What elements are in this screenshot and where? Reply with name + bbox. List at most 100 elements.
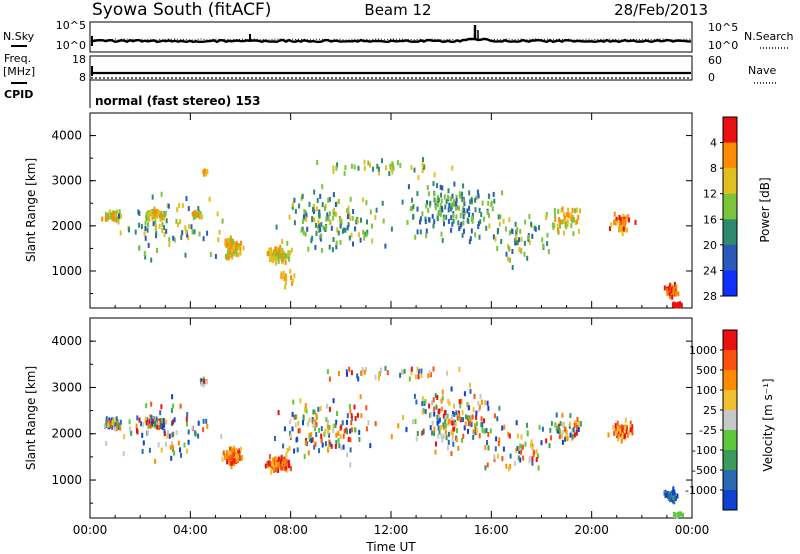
power-data-point	[168, 242, 171, 248]
vel-data-point	[291, 426, 294, 432]
power-data-point	[290, 247, 293, 253]
vel-data-point	[607, 432, 610, 438]
power-data-point	[365, 200, 368, 206]
vel-data-point	[454, 422, 457, 427]
vel-data-point	[440, 425, 442, 431]
power-data-point	[335, 211, 338, 217]
vel-data-point	[299, 398, 302, 404]
power-data-point	[433, 172, 436, 178]
vel-data-point	[161, 421, 164, 427]
power-data-point	[284, 280, 287, 286]
power-data-point	[528, 239, 531, 245]
power-data-point	[454, 201, 457, 206]
vel-data-point	[274, 456, 277, 462]
vel-data-point	[314, 419, 317, 425]
power-data-point	[401, 199, 404, 205]
vel-data-point	[308, 417, 311, 423]
vel-data-point	[424, 409, 427, 414]
power-data-point	[291, 204, 294, 210]
vel-data-point	[159, 410, 162, 416]
vel-data-point	[537, 465, 540, 471]
power-data-point	[391, 169, 394, 175]
vel-data-point	[569, 421, 572, 427]
power-data-point	[572, 231, 575, 237]
vel-data-point	[310, 432, 313, 438]
power-data-point	[332, 169, 335, 175]
velocity-x-ticks: 00:00 04:00 08:00 12:00 16:00 20:00 00:00	[73, 318, 709, 537]
vel-data-point	[335, 419, 338, 425]
power-data-point	[316, 197, 319, 203]
vel-data-point	[524, 441, 527, 447]
vel-data-point	[531, 456, 534, 462]
vel-data-point	[267, 460, 270, 466]
vel-data-point	[447, 445, 449, 451]
vel-data-point	[508, 466, 510, 472]
vel-data-point	[444, 429, 447, 435]
power-data-point	[288, 214, 291, 220]
vel-data-point	[319, 406, 322, 411]
vel-data-point	[481, 426, 484, 432]
power-data-point	[413, 167, 416, 173]
power-data-point	[523, 251, 526, 257]
power-data-point	[138, 245, 140, 251]
vel-data-point	[114, 426, 116, 432]
vel-data-point	[273, 466, 276, 472]
power-data-point	[227, 237, 230, 243]
power-data-point	[147, 211, 149, 216]
power-data-point	[344, 227, 347, 233]
vel-data-point	[450, 430, 453, 436]
vel-data-point	[378, 372, 380, 378]
vel-data-point	[270, 469, 273, 475]
vel-data-point	[177, 440, 180, 446]
vel-data-point	[441, 437, 444, 443]
power-data-point	[445, 199, 448, 205]
power-data-point	[332, 215, 335, 221]
power-data-point	[307, 246, 310, 252]
vel-data-point	[440, 398, 443, 404]
vel-data-point	[577, 426, 580, 432]
vel-data-point	[346, 452, 349, 458]
power-data-point	[432, 181, 435, 187]
power-data-point	[463, 201, 466, 206]
vel-data-point	[307, 421, 310, 427]
vel-data-point	[172, 447, 175, 453]
vel-data-point	[172, 431, 175, 437]
power-data-point	[372, 166, 374, 172]
vel-data-point	[369, 443, 372, 449]
vel-data-point	[147, 423, 150, 429]
vel-data-point	[530, 442, 532, 448]
vel-data-point	[561, 429, 564, 435]
power-data-point	[485, 225, 488, 231]
vel-data-point	[484, 444, 487, 450]
vel-data-point	[135, 423, 138, 429]
power-data-point	[197, 213, 200, 219]
nave-label: Nave	[748, 64, 776, 77]
vel-data-point	[509, 463, 512, 469]
vel-data-point	[130, 430, 133, 436]
vel-data-point	[576, 417, 579, 423]
vel-data-point	[435, 441, 437, 447]
power-data-point	[396, 160, 399, 166]
vel-data-point	[354, 416, 357, 421]
power-data-point	[461, 191, 463, 197]
power-data-point	[565, 224, 568, 230]
vel-data-point	[505, 463, 508, 469]
vel-data-point	[427, 373, 430, 379]
vel-data-point	[433, 411, 436, 417]
vel-colorbar-tick-label: 25	[703, 404, 717, 417]
power-data-point	[566, 219, 569, 225]
station-title: Syowa South (fitACF)	[92, 0, 271, 20]
vel-data-point	[464, 414, 467, 420]
vel-data-point	[447, 431, 450, 437]
power-data-point	[511, 265, 514, 270]
power-data-point	[268, 247, 271, 253]
vel-data-point	[156, 424, 159, 430]
nsky-label: N.Sky	[3, 30, 35, 43]
vel-data-point	[480, 399, 483, 405]
power-data-point	[407, 184, 410, 190]
vel-data-point	[555, 425, 558, 431]
power-colorbar-frame	[722, 116, 738, 297]
power-data-point	[452, 213, 455, 218]
power-data-point	[492, 191, 495, 197]
power-data-point	[298, 203, 301, 209]
